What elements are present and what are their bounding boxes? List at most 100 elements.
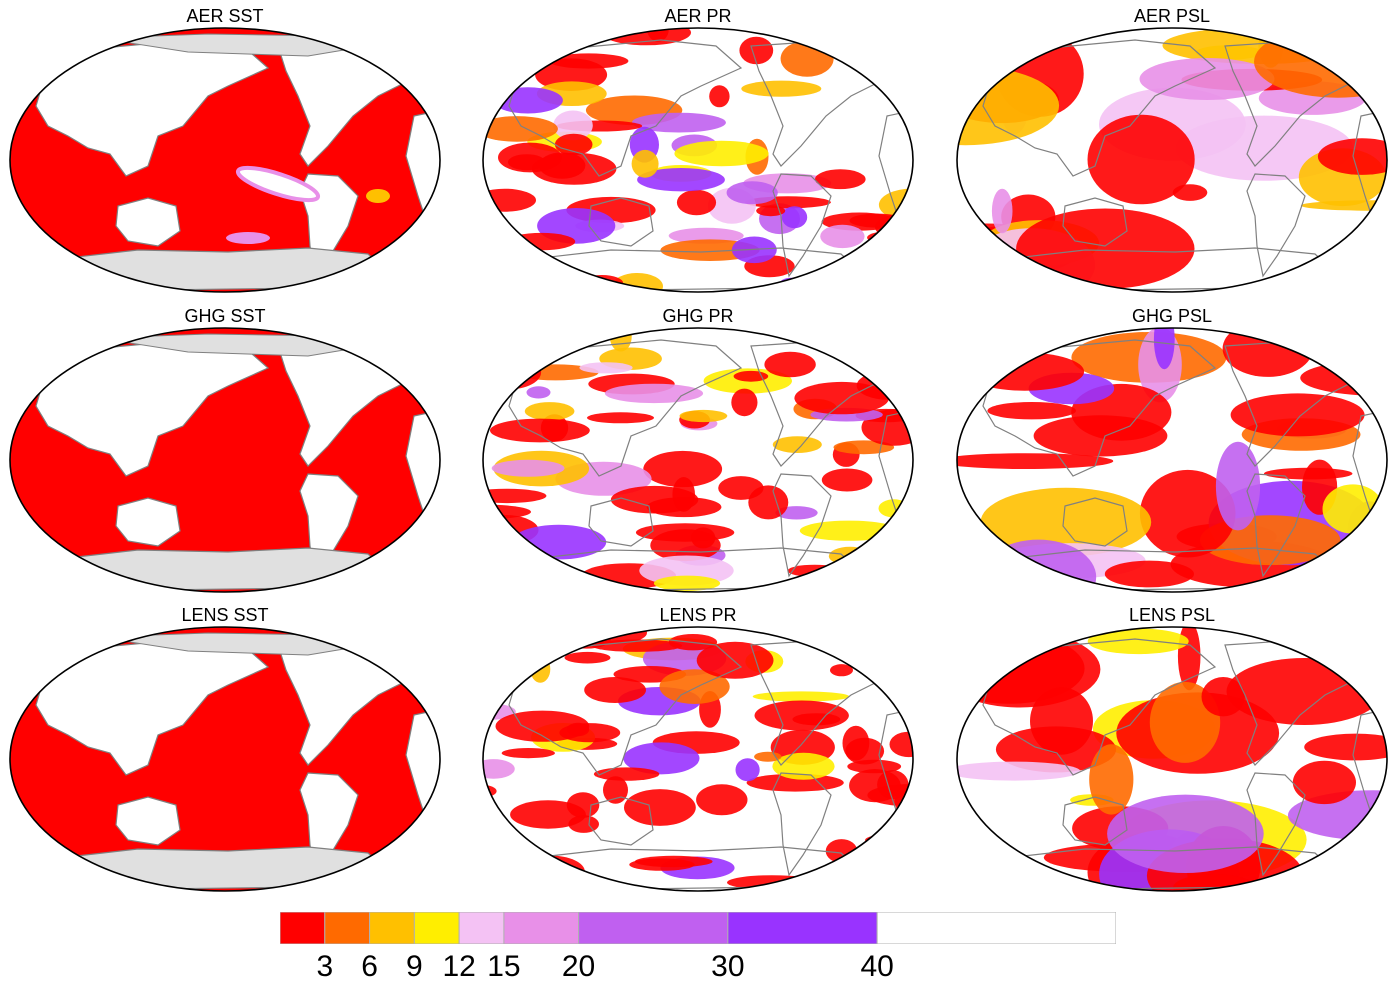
field-contour-patch xyxy=(726,181,778,205)
field-contour-patch xyxy=(957,453,1114,470)
field-contour-patch xyxy=(849,213,905,228)
field-contour-patch xyxy=(856,857,913,889)
field-contour-patch xyxy=(490,418,590,443)
map-lens-sst xyxy=(9,626,441,892)
coastline-asia xyxy=(982,339,1217,477)
field-contour-patch xyxy=(1016,208,1195,289)
map-ghg-sst xyxy=(9,327,441,593)
field-contour-patch xyxy=(1292,760,1356,805)
field-contour-patch xyxy=(696,641,774,679)
colorbar-tick-label: 9 xyxy=(406,950,423,983)
map-ghg-pr xyxy=(482,327,914,593)
field-contour-patch xyxy=(731,388,758,417)
sst-anomaly-patch xyxy=(235,165,321,203)
field-contour-patch xyxy=(492,87,563,114)
field-contour-patch xyxy=(772,752,835,780)
field-contour-patch xyxy=(833,440,895,455)
panel-title-lens-psl: LENS PSL xyxy=(1128,605,1216,625)
field-contour-patch xyxy=(653,575,721,591)
field-contour-patch xyxy=(498,142,562,173)
field-contour-patch xyxy=(483,759,515,779)
field-contour-patch xyxy=(821,468,873,492)
colorbar-segment xyxy=(413,912,460,944)
field-contour-patch xyxy=(548,53,629,69)
map-lens-pr xyxy=(482,626,914,892)
field-contour-patch xyxy=(629,858,695,871)
field-contour-patch xyxy=(733,370,769,382)
field-contour-patch xyxy=(754,700,849,731)
map-border xyxy=(9,626,441,892)
panel-title-ghg-sst: GHG SST xyxy=(184,306,266,326)
coastline-asia xyxy=(508,638,743,776)
land-antarctica xyxy=(67,547,390,591)
coastline-asia xyxy=(508,39,743,177)
colorbar-segment xyxy=(876,912,1116,944)
field-contour-patch xyxy=(1153,328,1175,370)
coastline-australia xyxy=(1062,796,1128,846)
field-contour-patch xyxy=(746,773,844,792)
map-ghg-psl xyxy=(956,327,1388,593)
land-australia xyxy=(115,197,181,247)
field-contour-patch xyxy=(965,352,1085,391)
panel-title-lens-sst: LENS SST xyxy=(181,605,269,625)
colorbar-segment xyxy=(458,912,505,944)
panel-title-lens-pr: LENS PR xyxy=(659,605,737,625)
field-contour-patch xyxy=(603,776,628,804)
colorbar-tick-label: 12 xyxy=(442,950,476,983)
field-contour-patch xyxy=(1322,484,1384,534)
map-lens-psl xyxy=(956,626,1388,892)
field-contour-patch xyxy=(1230,393,1365,437)
map-aer-sst xyxy=(9,27,441,293)
field-contour-patch xyxy=(526,386,551,399)
coastline-australia xyxy=(588,197,654,247)
field-contour-patch xyxy=(558,574,588,592)
field-contour-patch xyxy=(495,710,590,742)
colorbar-tick-label: 3 xyxy=(316,950,334,983)
field-contour-patch xyxy=(674,140,769,167)
map-border xyxy=(956,27,1388,293)
land-antarctica xyxy=(67,846,390,890)
field-contour-patch xyxy=(815,169,866,190)
field-contour-patch xyxy=(623,742,700,775)
field-contour-patch xyxy=(875,50,913,80)
field-contour-patch xyxy=(631,112,726,133)
field-contour-patch xyxy=(957,761,1081,781)
field-contour-patch xyxy=(631,149,659,178)
field-contour-patch xyxy=(889,731,913,758)
field-contour-patch xyxy=(1107,794,1264,873)
panel-title-aer-psl: AER PSL xyxy=(1133,6,1211,26)
colorbar-segment xyxy=(578,912,729,944)
field-contour-patch xyxy=(659,669,730,704)
colorbar-tick-label: 40 xyxy=(860,950,894,983)
field-contour-patch xyxy=(820,224,865,249)
field-contour-patch xyxy=(877,770,909,800)
coastline-samerica xyxy=(772,173,832,278)
coastline-asia xyxy=(982,638,1217,776)
coastline-australia xyxy=(588,796,654,846)
colorbar-tick-label: 20 xyxy=(561,950,596,983)
coastline-samerica xyxy=(1246,473,1306,578)
colorbar-tick-label: 30 xyxy=(711,950,745,983)
field-contour-patch xyxy=(872,839,913,866)
field-contour-patch xyxy=(483,116,558,142)
field-contour-patch xyxy=(1201,677,1245,717)
colorbar-segment xyxy=(324,912,371,944)
coastline-samerica xyxy=(1246,772,1306,877)
colorbar-tick-label: 15 xyxy=(487,950,521,983)
field-contour-patch xyxy=(554,133,593,156)
field-contour-patch xyxy=(752,691,850,702)
field-contour-patch xyxy=(579,362,633,374)
map-border xyxy=(956,626,1388,892)
field-contour-patch xyxy=(507,232,576,251)
field-contour-patch xyxy=(691,527,716,549)
field-contour-patch xyxy=(828,546,871,566)
sst-anomaly-patch xyxy=(226,232,270,244)
field-contour-patch xyxy=(709,85,730,108)
field-contour-patch xyxy=(487,31,582,49)
field-contour-patch xyxy=(1089,744,1134,815)
field-contour-patch xyxy=(1087,114,1195,205)
field-contour-patch xyxy=(1215,441,1261,531)
field-contour-patch xyxy=(1139,469,1236,558)
panel-title-aer-pr: AER PR xyxy=(664,6,732,26)
field-contour-patch xyxy=(610,485,699,514)
